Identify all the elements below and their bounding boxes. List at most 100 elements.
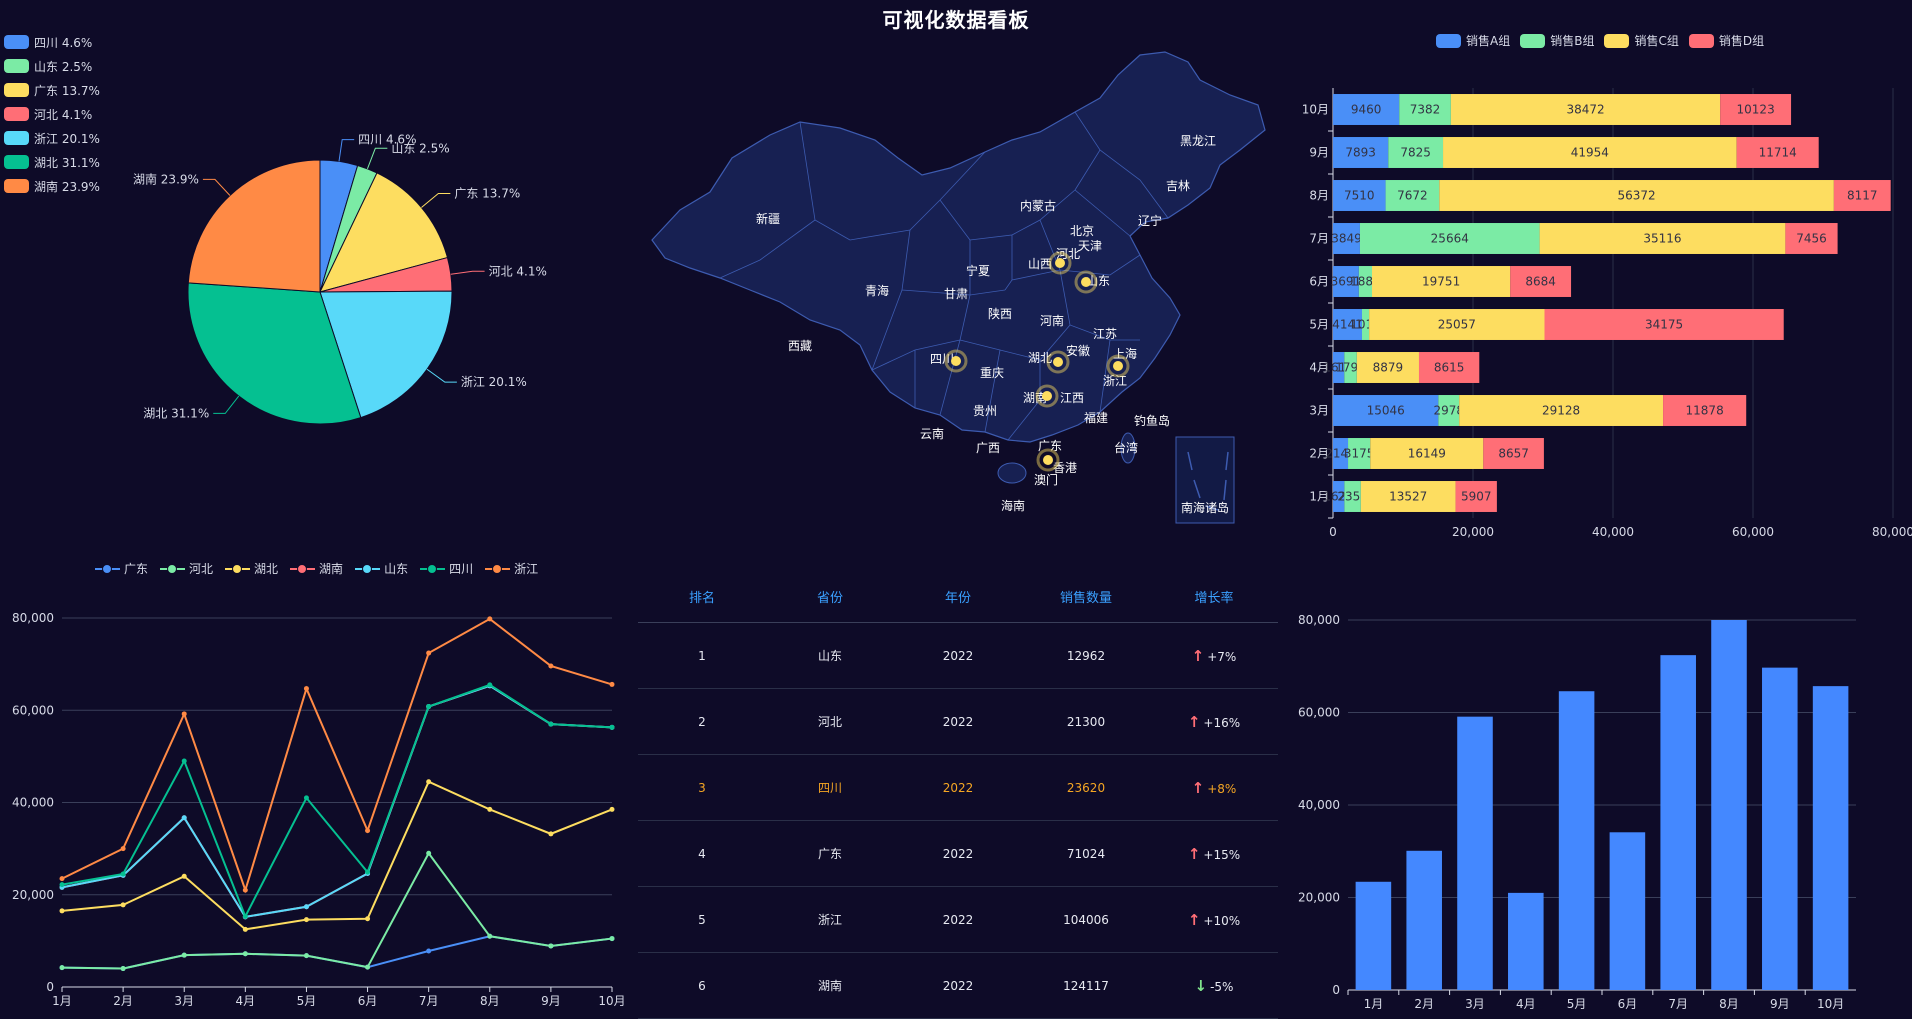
cell-province: 山东 xyxy=(817,649,842,663)
line-point xyxy=(487,616,493,622)
legend-item[interactable]: 湖北 31.1% xyxy=(4,150,100,174)
y-tick-label: 7月 xyxy=(1309,232,1329,246)
map-province-label: 山西 xyxy=(1028,257,1052,271)
legend-item[interactable]: 销售D组 xyxy=(1688,32,1764,49)
legend-item[interactable]: 销售A组 xyxy=(1436,32,1510,49)
line-point xyxy=(426,850,432,856)
legend-item[interactable]: 销售B组 xyxy=(1520,32,1594,49)
legend-label: 河北 xyxy=(189,562,214,576)
pie-slice-label: 河北 4.1% xyxy=(489,264,547,278)
series-line xyxy=(61,683,613,919)
legend-item[interactable]: 广东 13.7% xyxy=(4,78,100,102)
cell-province: 河北 xyxy=(817,715,842,729)
map-mainland xyxy=(651,51,1266,443)
stack-bar-segment xyxy=(1438,395,1460,426)
series-line xyxy=(61,851,613,970)
map-province-label: 广东 xyxy=(1038,439,1062,453)
table-row-highlighted[interactable]: 3 四川 2022 23620 ↑ +8% xyxy=(638,755,1278,821)
arrow-up-icon: ↑ xyxy=(1187,844,1201,863)
line-point xyxy=(426,948,432,954)
map-province-label: 西藏 xyxy=(788,339,812,353)
legend-label: 销售A组 xyxy=(1466,34,1511,48)
cell-province: 浙江 xyxy=(817,913,842,927)
stack-bar-label: 5907 xyxy=(1461,490,1492,504)
legend-item[interactable]: 山东 xyxy=(355,560,408,577)
bar xyxy=(1508,892,1544,990)
table-row[interactable]: 1 山东 2022 12962 ↑ +7% xyxy=(638,623,1278,689)
stack-bar-segment xyxy=(1663,395,1747,426)
line-point xyxy=(609,806,615,812)
table-row[interactable]: 2 河北 2022 21300 ↑ +16% xyxy=(638,689,1278,755)
stack-bar-label: 3691 xyxy=(1331,275,1362,289)
legend-label: 浙江 xyxy=(514,562,539,576)
cell-rank: 6 xyxy=(698,978,706,993)
stack-bar-segment xyxy=(1443,137,1737,168)
x-tick-label: 60,000 xyxy=(1732,525,1774,539)
stack-bar-label: 7893 xyxy=(1345,146,1376,160)
legend-item[interactable]: 湖北 xyxy=(225,560,278,577)
x-tick-label: 4月 xyxy=(1516,997,1536,1011)
stack-bar-segment xyxy=(1833,180,1891,211)
legend-label: 山东 xyxy=(384,562,409,576)
line-point xyxy=(609,724,615,730)
legend-item[interactable]: 山东 2.5% xyxy=(4,54,100,78)
legend-label: 湖北 xyxy=(254,562,279,576)
legend-label: 湖南 xyxy=(319,562,344,576)
stack-bar-segment xyxy=(1785,223,1838,254)
legend-item[interactable]: 销售C组 xyxy=(1604,32,1679,49)
stack-bar-label: 7382 xyxy=(1410,103,1441,117)
stack-bar-segment xyxy=(1358,266,1373,297)
legend-item[interactable]: 河北 xyxy=(160,560,213,577)
map-province-label: 云南 xyxy=(920,426,944,441)
stack-bar-segment xyxy=(1333,438,1349,469)
cell-year: 2022 xyxy=(942,846,974,861)
cell-rate: ↑ +10% xyxy=(1150,911,1278,929)
legend-label: 广东 13.7% xyxy=(34,83,100,98)
map-hotspot-ripple xyxy=(1035,384,1059,408)
cell-rank: 3 xyxy=(698,780,706,795)
legend-item[interactable]: 湖南 23.9% xyxy=(4,174,100,198)
line-point xyxy=(120,902,126,908)
legend-item[interactable]: 四川 4.6% xyxy=(4,30,100,54)
map-hotspot-dot xyxy=(951,356,961,366)
line-point xyxy=(120,966,126,972)
line-point xyxy=(59,908,65,914)
legend-item[interactable]: 河北 4.1% xyxy=(4,102,100,126)
stack-bar-segment xyxy=(1720,94,1792,125)
map-province-label: 安徽 xyxy=(1066,343,1090,358)
cell-count: 12962 xyxy=(1066,648,1106,663)
pie-label-line xyxy=(426,368,457,383)
legend-item[interactable]: 广东 xyxy=(95,560,148,577)
stack-bar-segment xyxy=(1459,395,1664,426)
cell-year: 2022 xyxy=(942,780,974,795)
stack-bar-label: 4141 xyxy=(1332,318,1363,332)
legend-item[interactable]: 湖南 xyxy=(290,560,343,577)
map-province-label: 重庆 xyxy=(980,366,1004,380)
legend-item[interactable]: 浙江 20.1% xyxy=(4,126,100,150)
line-point xyxy=(120,846,126,852)
legend-item[interactable]: 浙江 xyxy=(485,560,538,577)
stack-bar-label: 15046 xyxy=(1367,404,1405,418)
table-row[interactable]: 5 浙江 2022 104006 ↑ +10% xyxy=(638,887,1278,953)
line-point xyxy=(609,936,615,942)
header-count: 销售数量 xyxy=(1059,590,1112,606)
rate-value: -5% xyxy=(1210,979,1234,994)
legend-label: 四川 xyxy=(449,562,474,576)
stack-bar-label: 8117 xyxy=(1847,189,1878,203)
bar xyxy=(1762,667,1798,990)
map-province-label: 吉林 xyxy=(1166,179,1190,193)
cell-province: 四川 xyxy=(817,781,842,795)
stack-bar-segment xyxy=(1333,309,1362,340)
table-row[interactable]: 4 广东 2022 71024 ↑ +15% xyxy=(638,821,1278,887)
rate-value: +8% xyxy=(1207,781,1237,796)
legend-item[interactable]: 四川 xyxy=(420,560,473,577)
x-tick-label: 10月 xyxy=(1817,997,1844,1011)
bar xyxy=(1558,691,1595,990)
line-point xyxy=(242,951,248,957)
stack-bar-segment xyxy=(1333,395,1439,426)
header-rate: 增长率 xyxy=(1194,590,1234,606)
map-province-label: 海南 xyxy=(1001,498,1025,513)
table-row[interactable]: 6 湖南 2022 124117 ↓ -5% xyxy=(638,953,1278,1019)
x-tick-label: 6月 xyxy=(1618,997,1638,1011)
